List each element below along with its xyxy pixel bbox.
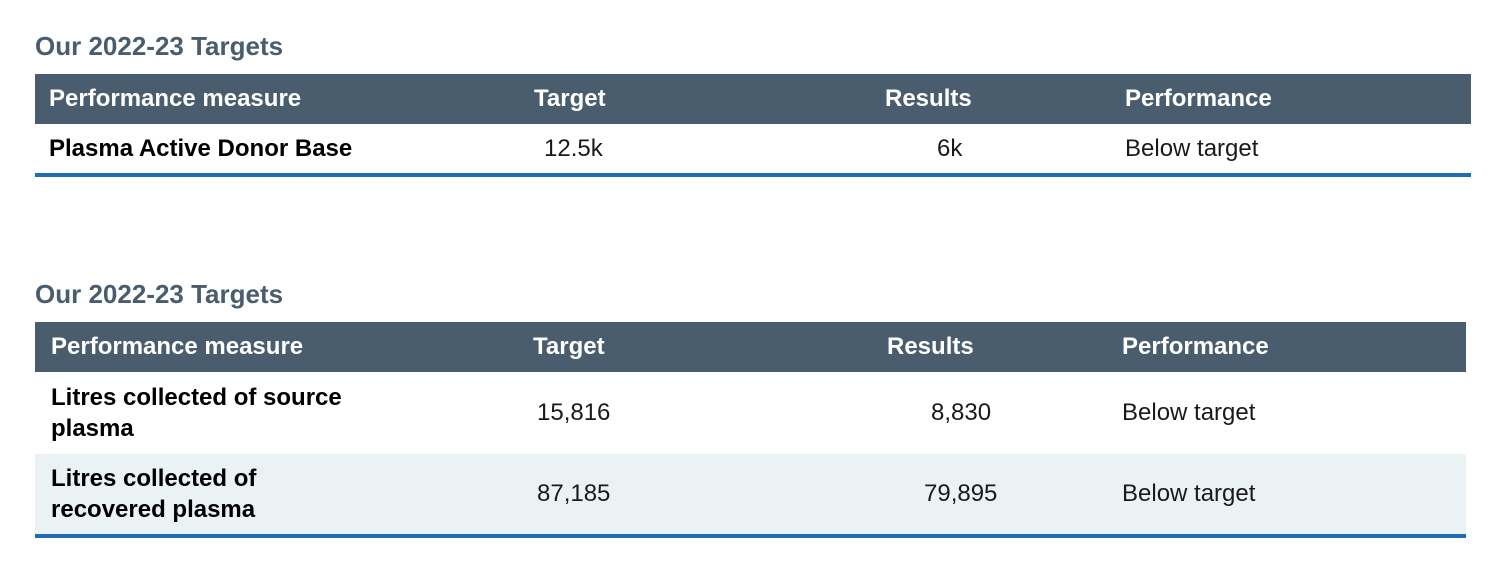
targets-table-1: Performance measure Target Results Perfo… xyxy=(35,74,1471,177)
header-results: Results xyxy=(845,322,1122,372)
row-target: 15,816 xyxy=(537,399,611,426)
section-title: Our 2022-23 Targets xyxy=(35,31,284,61)
header-performance-measure: Performance measure xyxy=(35,322,520,372)
table-row: Litres collected of recovered plasma 87,… xyxy=(35,454,1466,536)
row-measure: Litres collected of source plasma xyxy=(51,384,342,442)
table-row: Plasma Active Donor Base 12.5k 6k Below … xyxy=(35,124,1471,175)
header-target: Target xyxy=(520,74,845,124)
header-row: Performance measure Target Results Perfo… xyxy=(35,74,1471,124)
table-row: Litres collected of source plasma 15,816… xyxy=(35,372,1466,454)
header-performance: Performance xyxy=(1122,322,1466,372)
row-measure: Litres collected of recovered plasma xyxy=(35,454,520,536)
header-performance: Performance xyxy=(1125,74,1471,124)
row-performance: Below target xyxy=(1125,134,1259,162)
row-results: 8,830 xyxy=(931,399,992,426)
row-performance: Below target xyxy=(1122,399,1256,426)
row-performance: Below target xyxy=(1122,454,1466,536)
row-target: 87,185 xyxy=(520,454,845,536)
targets-section-1: Our 2022-23 Targets Performance measure … xyxy=(35,26,1471,177)
targets-section-2: Our 2022-23 Targets Performance measure … xyxy=(35,274,1466,538)
row-results: 79,895 xyxy=(845,454,1122,536)
header-performance-measure: Performance measure xyxy=(35,74,520,124)
targets-table-2: Performance measure Target Results Perfo… xyxy=(35,322,1466,538)
header-results: Results xyxy=(845,74,1125,124)
row-target: 12.5k xyxy=(544,134,603,162)
header-row: Performance measure Target Results Perfo… xyxy=(35,322,1466,372)
row-measure: Plasma Active Donor Base xyxy=(49,134,353,162)
header-target: Target xyxy=(520,322,845,372)
section-title: Our 2022-23 Targets xyxy=(35,279,284,309)
row-results: 6k xyxy=(937,134,963,162)
